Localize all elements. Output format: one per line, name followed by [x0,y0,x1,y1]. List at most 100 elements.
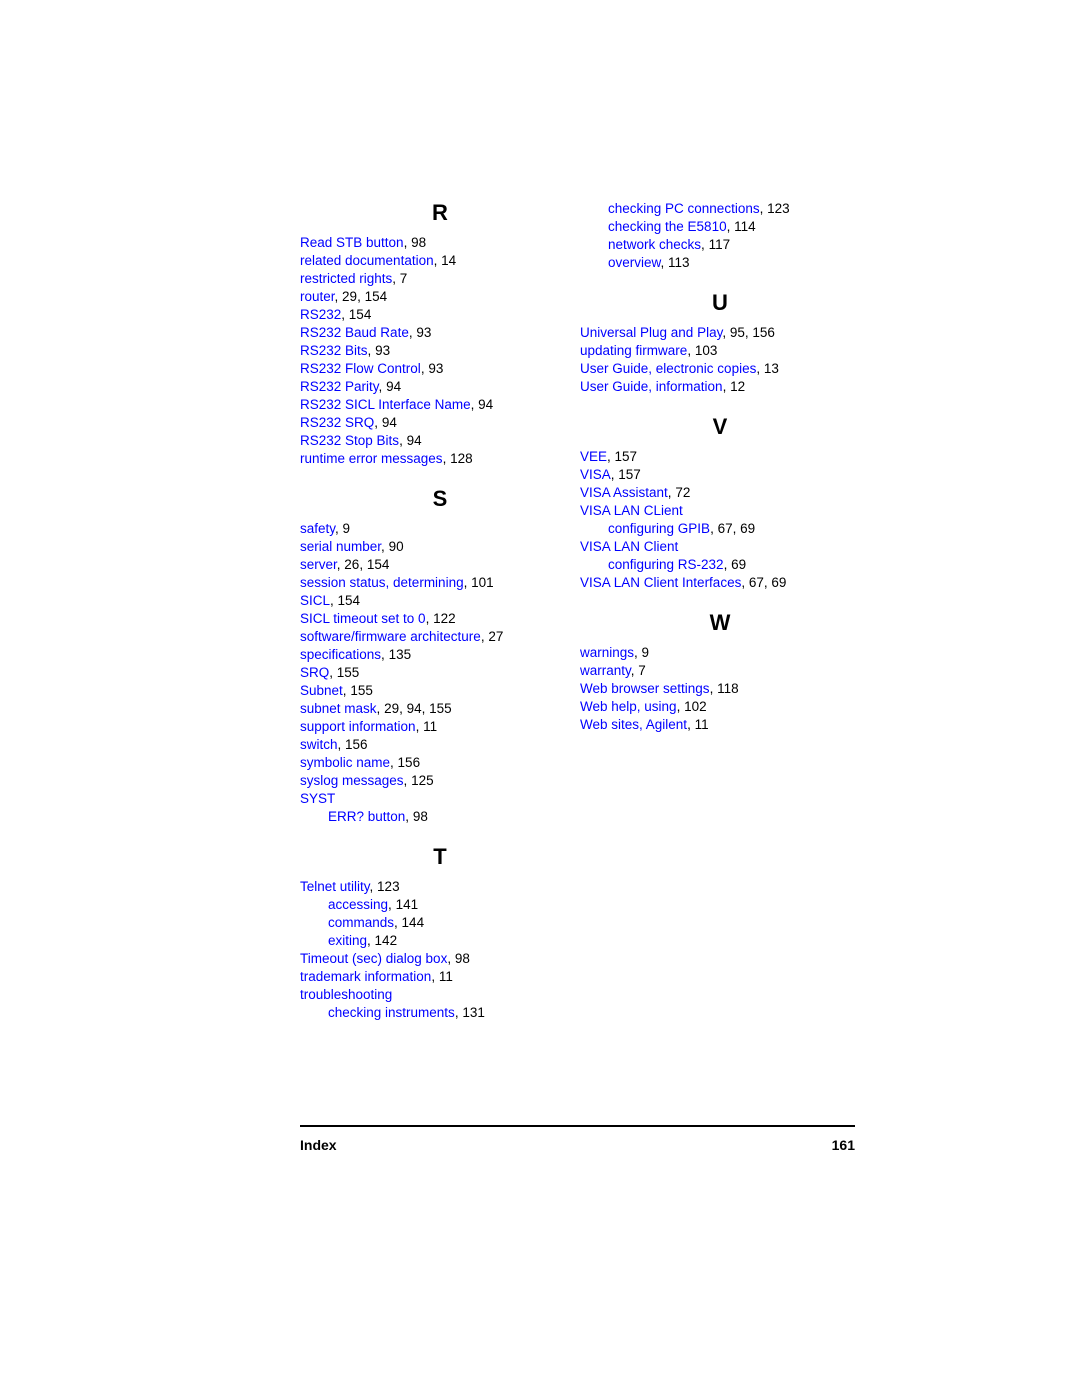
index-term-link[interactable]: updating firmware [580,343,687,358]
index-term-link[interactable]: accessing [328,897,388,912]
index-page-ref[interactable]: 154 [365,289,388,304]
index-term-link[interactable]: serial number [300,539,381,554]
index-term-link[interactable]: VISA Assistant [580,485,668,500]
index-term-link[interactable]: checking instruments [328,1005,455,1020]
index-page-ref[interactable]: 95 [730,325,745,340]
index-page-ref[interactable]: 11 [439,969,453,984]
index-page-ref[interactable]: 94 [478,397,493,412]
index-page-ref[interactable]: 123 [377,879,400,894]
index-term-link[interactable]: VISA LAN Client Interfaces [580,575,741,590]
index-term-link[interactable]: router [300,289,335,304]
index-page-ref[interactable]: 125 [411,773,434,788]
index-page-ref[interactable]: 154 [338,593,361,608]
index-term-link[interactable]: trademark information [300,969,431,984]
index-page-ref[interactable]: 154 [367,557,390,572]
index-page-ref[interactable]: 113 [668,255,690,270]
index-page-ref[interactable]: 11 [423,719,437,734]
index-page-ref[interactable]: 98 [455,951,470,966]
index-term-link[interactable]: symbolic name [300,755,390,770]
index-page-ref[interactable]: 114 [734,219,756,234]
index-term-link[interactable]: configuring RS-232 [608,557,724,572]
index-page-ref[interactable]: 103 [695,343,718,358]
index-page-ref[interactable]: 7 [400,271,408,286]
index-page-ref[interactable]: 157 [615,449,638,464]
index-page-ref[interactable]: 156 [398,755,421,770]
index-term-link[interactable]: safety [300,521,335,536]
index-term-link[interactable]: RS232 Stop Bits [300,433,399,448]
index-term-link[interactable]: checking the E5810 [608,219,727,234]
index-term-link[interactable]: switch [300,737,338,752]
index-term-link[interactable]: overview [608,255,661,270]
index-page-ref[interactable]: 67 [718,521,733,536]
index-term-link[interactable]: Timeout (sec) dialog box [300,951,447,966]
index-term-link[interactable]: SYST [300,791,335,806]
index-term-link[interactable]: VISA [580,467,611,482]
index-page-ref[interactable]: 67 [749,575,764,590]
index-term-link[interactable]: User Guide, electronic copies [580,361,756,376]
index-term-link[interactable]: warnings [580,645,634,660]
index-page-ref[interactable]: 131 [462,1005,485,1020]
index-page-ref[interactable]: 128 [450,451,473,466]
index-term-link[interactable]: RS232 Bits [300,343,368,358]
index-page-ref[interactable]: 94 [407,433,422,448]
index-term-link[interactable]: Web help, using [580,699,677,714]
index-page-ref[interactable]: 7 [638,663,646,678]
index-page-ref[interactable]: 156 [345,737,368,752]
index-term-link[interactable]: RS232 SICL Interface Name [300,397,471,412]
index-term-link[interactable]: SICL timeout set to 0 [300,611,426,626]
index-term-link[interactable]: checking PC connections [608,201,760,216]
index-page-ref[interactable]: 142 [375,933,398,948]
index-term-link[interactable]: related documentation [300,253,434,268]
index-page-ref[interactable]: 123 [767,201,790,216]
index-page-ref[interactable]: 93 [375,343,390,358]
index-term-link[interactable]: commands [328,915,394,930]
index-page-ref[interactable]: 117 [709,237,731,252]
index-term-link[interactable]: User Guide, information [580,379,723,394]
index-term-link[interactable]: troubleshooting [300,987,392,1002]
index-term-link[interactable]: subnet mask [300,701,377,716]
index-term-link[interactable]: software/firmware architecture [300,629,481,644]
index-page-ref[interactable]: 155 [350,683,373,698]
index-page-ref[interactable]: 98 [411,235,426,250]
index-term-link[interactable]: Telnet utility [300,879,370,894]
index-term-link[interactable]: session status, determining [300,575,464,590]
index-term-link[interactable]: exiting [328,933,367,948]
index-page-ref[interactable]: 27 [488,629,503,644]
index-term-link[interactable]: RS232 [300,307,341,322]
index-page-ref[interactable]: 157 [618,467,641,482]
index-page-ref[interactable]: 93 [428,361,443,376]
index-page-ref[interactable]: 141 [396,897,419,912]
index-page-ref[interactable]: 122 [433,611,456,626]
index-term-link[interactable]: Read STB button [300,235,404,250]
index-term-link[interactable]: support information [300,719,416,734]
index-term-link[interactable]: SICL [300,593,330,608]
index-term-link[interactable]: server [300,557,337,572]
index-term-link[interactable]: VISA LAN CLient [580,503,683,518]
index-page-ref[interactable]: 155 [337,665,360,680]
index-page-ref[interactable]: 14 [441,253,456,268]
index-term-link[interactable]: specifications [300,647,381,662]
index-page-ref[interactable]: 135 [389,647,412,662]
index-page-ref[interactable]: 90 [389,539,404,554]
index-term-link[interactable]: RS232 Parity [300,379,379,394]
index-page-ref[interactable]: 69 [771,575,786,590]
index-term-link[interactable]: Subnet [300,683,343,698]
index-page-ref[interactable]: 94 [386,379,401,394]
index-term-link[interactable]: restricted rights [300,271,392,286]
index-page-ref[interactable]: 154 [349,307,372,322]
index-page-ref[interactable]: 98 [413,809,428,824]
index-page-ref[interactable]: 9 [343,521,351,536]
index-term-link[interactable]: configuring GPIB [608,521,710,536]
index-page-ref[interactable]: 94 [407,701,422,716]
index-term-link[interactable]: network checks [608,237,701,252]
index-term-link[interactable]: ERR? button [328,809,405,824]
index-term-link[interactable]: RS232 Flow Control [300,361,421,376]
index-page-ref[interactable]: 102 [684,699,707,714]
index-page-ref[interactable]: 156 [752,325,775,340]
index-page-ref[interactable]: 155 [429,701,452,716]
index-page-ref[interactable]: 29 [342,289,357,304]
index-page-ref[interactable]: 29 [384,701,399,716]
index-page-ref[interactable]: 72 [675,485,690,500]
index-term-link[interactable]: Web sites, Agilent [580,717,687,732]
index-term-link[interactable]: runtime error messages [300,451,443,466]
